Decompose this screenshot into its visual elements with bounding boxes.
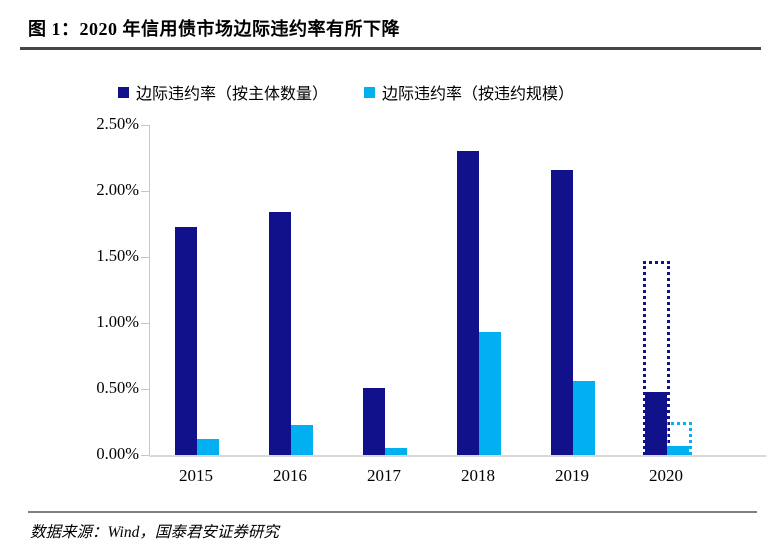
bar-dark-2019 [551, 170, 573, 455]
bar-light-2019 [573, 381, 595, 455]
chart-legend: 边际违约率（按主体数量） 边际违约率（按违约规模） [118, 80, 574, 104]
footer-divider [28, 511, 757, 513]
y-axis-label: 1.50% [96, 246, 139, 265]
legend-label-default-scale: 边际违约率（按违约规模） [382, 86, 575, 103]
y-axis-tick [141, 454, 149, 456]
y-axis-label: 1.00% [96, 312, 139, 331]
y-axis-tick [141, 322, 149, 324]
title-divider [20, 47, 761, 50]
x-axis-label: 2020 [649, 466, 683, 485]
x-axis-label: 2015 [179, 466, 213, 485]
y-axis-tick [141, 388, 149, 390]
y-axis-label: 2.00% [96, 180, 139, 199]
figure-title: 图 1：2020 年信用债市场边际违约率有所下降 [28, 19, 400, 39]
y-axis-tick [141, 124, 149, 126]
x-axis-line [149, 455, 766, 457]
x-axis-label: 2016 [273, 466, 307, 485]
bar-dark-2018 [457, 151, 479, 455]
bar-light-2017 [385, 448, 407, 455]
y-axis-tick [141, 256, 149, 258]
bar-dark-2016 [269, 212, 291, 455]
bar-dark-2017 [363, 388, 385, 455]
legend-item-default-scale: 边际违约率（按违约规模） [364, 80, 574, 104]
bar-dark-2015 [175, 227, 197, 455]
bar-light-2015 [197, 439, 219, 455]
x-axis-label: 2019 [555, 466, 589, 485]
x-axis-label: 2018 [461, 466, 495, 485]
data-source: 数据来源：Wind，国泰君安证券研究 [30, 524, 279, 541]
y-axis-label: 0.00% [96, 444, 139, 463]
bar-light-2018 [479, 332, 501, 455]
x-axis-label: 2017 [367, 466, 401, 485]
y-axis-label: 2.50% [96, 114, 139, 133]
bar-light-2016 [291, 425, 313, 455]
bar-light-2020 [667, 446, 689, 455]
plot-area [141, 124, 766, 457]
legend-label-entity-count: 边际违约率（按主体数量） [136, 86, 329, 103]
bar-dark-2020 [645, 392, 667, 455]
legend-swatch-light-icon [364, 86, 376, 98]
y-axis-tick [141, 190, 149, 192]
y-axis-label: 0.50% [96, 378, 139, 397]
legend-item-entity-count: 边际违约率（按主体数量） [118, 80, 328, 104]
legend-swatch-dark-icon [118, 86, 129, 98]
